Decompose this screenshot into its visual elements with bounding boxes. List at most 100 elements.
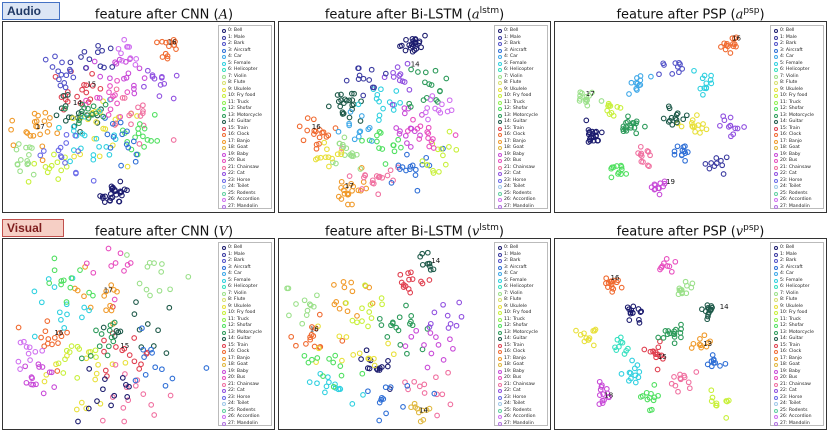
legend-item: 14: Guitar <box>222 336 269 343</box>
scatter-point <box>164 55 171 62</box>
scatter-point <box>131 90 138 97</box>
scatter-point <box>593 132 599 139</box>
legend-marker-icon <box>774 350 778 355</box>
legend-marker-icon <box>222 265 226 270</box>
scatter-point <box>727 122 734 129</box>
legend-label: 0: Bell <box>504 28 519 33</box>
scatter-point <box>412 40 418 47</box>
scatter-point <box>598 98 605 104</box>
scatter-point <box>633 130 640 137</box>
scatter-point <box>447 336 453 343</box>
legend-item: 9: Ukulele <box>774 87 821 94</box>
scatter-point <box>358 113 365 119</box>
scatter-point <box>419 112 425 118</box>
legend-label: 0: Bell <box>780 28 795 33</box>
scatter-point <box>586 93 592 99</box>
scatter-point <box>120 405 127 411</box>
legend-item: 0: Bell <box>498 28 545 35</box>
panel-title: feature after CNN (A) <box>94 7 234 23</box>
legend-item: 15: Train <box>774 126 821 133</box>
scatter-point <box>430 167 436 174</box>
scatter-point <box>353 151 360 158</box>
legend-marker-icon <box>222 304 226 309</box>
scatter-point <box>136 141 143 147</box>
scatter-point <box>365 388 371 395</box>
scatter-point <box>351 90 357 97</box>
scatter-point <box>62 105 68 112</box>
scatter-point <box>78 110 85 117</box>
legend-marker-icon <box>498 178 502 183</box>
legend-item: 7: Violin <box>774 74 821 81</box>
scatter-point <box>157 82 164 88</box>
scatter-point <box>53 361 59 368</box>
scatter-point <box>656 185 662 192</box>
legend-label: 23: Horse <box>504 394 527 400</box>
legend-label: 22: Cat <box>504 388 521 393</box>
legend: 0: Bell 1: Male 2: Bark 3: Aircraft 4: Car 5:… <box>770 242 824 426</box>
scatter-point <box>596 401 603 407</box>
legend-item: 2: Bark <box>774 258 821 265</box>
legend-label: 27: Mandolin <box>780 420 810 426</box>
scatter-point <box>96 343 103 350</box>
scatter-point <box>421 342 427 348</box>
scatter-point <box>623 124 629 130</box>
scatter-point <box>581 330 587 337</box>
legend-label: 5: Female <box>228 277 251 283</box>
scatter-point <box>727 114 734 121</box>
scatter-point <box>344 308 351 315</box>
legend-label: 16: Clock <box>504 349 526 354</box>
legend-marker-icon <box>498 246 502 251</box>
scatter-point <box>637 309 644 315</box>
legend-label: 3: Aircraft <box>780 47 803 53</box>
scatter-point <box>713 155 720 161</box>
legend-marker-icon <box>498 29 502 34</box>
scatter-point <box>343 145 350 152</box>
scatter-point <box>94 398 100 404</box>
legend-item: 12: Shofar <box>774 323 821 330</box>
legend-item: 23: Horse <box>222 395 269 402</box>
scatter-point <box>39 157 46 164</box>
scatter-point <box>100 386 106 393</box>
scatter-point <box>694 112 700 118</box>
scatter-point <box>45 336 52 342</box>
scatter-point <box>338 184 344 191</box>
scatter-point <box>446 128 453 135</box>
scatter-point <box>299 320 306 327</box>
scatter-point <box>140 346 147 353</box>
scatter-point <box>90 156 97 163</box>
scatter-point <box>665 103 672 110</box>
legend-item: 4: Car <box>774 271 821 278</box>
scatter-point <box>642 123 648 130</box>
scatter-point <box>374 91 381 98</box>
scatter-point <box>345 191 352 198</box>
scatter-point <box>101 293 108 299</box>
scatter-point <box>403 302 409 309</box>
legend-marker-icon <box>774 395 778 400</box>
scatter-point <box>112 361 119 368</box>
scatter-point <box>23 379 30 386</box>
scatter-point <box>56 76 62 83</box>
legend-marker-icon <box>774 291 778 296</box>
scatter-point <box>136 65 143 72</box>
legend-item: 8: Flute <box>498 80 545 87</box>
scatter-point <box>90 292 96 299</box>
legend-marker-icon <box>774 324 778 329</box>
legend-item: 16: Clock <box>222 349 269 356</box>
scatter-point <box>93 327 99 334</box>
legend-marker-icon <box>498 172 502 177</box>
legend-label: 14: Guitar <box>780 336 804 341</box>
scatter-point <box>55 340 61 346</box>
legend-label: 15: Train <box>504 342 524 348</box>
scatter-point <box>634 362 641 368</box>
scatter-point <box>648 73 654 80</box>
scatter-point <box>106 151 113 158</box>
scatter-point <box>408 313 415 319</box>
legend-item: 8: Flute <box>222 80 269 87</box>
scatter-point <box>396 77 403 84</box>
scatter-point <box>121 36 128 43</box>
scatter-point <box>417 253 424 260</box>
scatter-point <box>370 180 377 187</box>
scatter-point <box>367 301 374 308</box>
scatter-point <box>74 343 81 350</box>
scatter-point <box>102 376 108 382</box>
